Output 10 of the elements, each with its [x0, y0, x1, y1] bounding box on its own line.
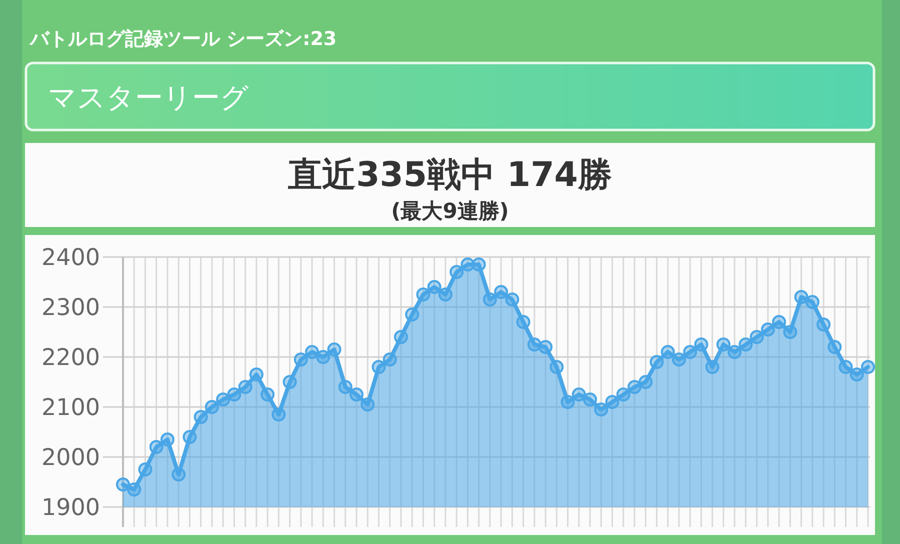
y-tick-label: 2100 — [41, 395, 100, 422]
text: 直近335戦中 174勝 — [287, 155, 612, 195]
y-tick-label: 2000 — [41, 445, 100, 472]
chart-subtitle: マスターリーグ — [48, 81, 249, 114]
chart-title: バトルログ記録ツール シーズン:23 — [29, 28, 337, 50]
y-tick-label: 2200 — [41, 345, 100, 372]
y-tick-label: 1900 — [41, 495, 100, 522]
y-tick-label: 2400 — [41, 245, 100, 272]
y-tick-label: 2300 — [41, 295, 100, 322]
text: (最大9連勝) — [391, 199, 509, 223]
